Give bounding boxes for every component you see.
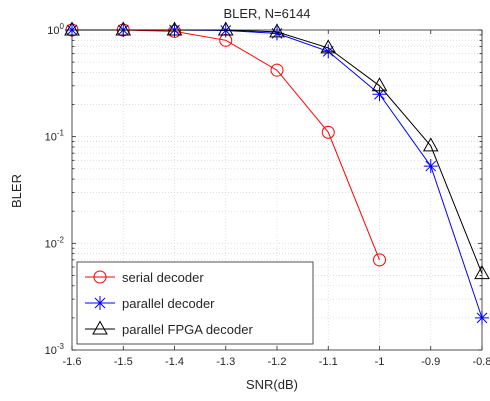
legend-entry: parallel decoder xyxy=(122,296,215,311)
data-point xyxy=(321,125,335,139)
x-tick-label: -1.1 xyxy=(319,356,338,368)
legend-entry: parallel FPGA decoder xyxy=(122,322,253,337)
data-point xyxy=(371,77,388,92)
y-axis-label: BLER xyxy=(9,174,24,208)
legend: serial decoder parallel decoder parallel F… xyxy=(76,261,314,345)
legend-entry: serial decoder xyxy=(122,270,204,285)
x-tick-label: -1.4 xyxy=(165,356,184,368)
data-point xyxy=(270,63,284,77)
legend-marker xyxy=(93,270,107,284)
x-tick-label: -0.9 xyxy=(421,356,440,368)
data-point xyxy=(423,159,438,174)
x-tick-label: -1.2 xyxy=(268,356,287,368)
data-point xyxy=(269,23,285,38)
plot-area: -1.6 -1.5 -1.4 -1.3 -1.2 -1.1 -1 -0.9 -0.8 100 10-… xyxy=(45,21,490,368)
y-tick-label: 10-2 xyxy=(45,235,65,250)
data-point xyxy=(373,253,386,267)
data-point xyxy=(270,26,284,41)
x-tick-label: -1.5 xyxy=(114,356,133,368)
data-point xyxy=(474,265,490,280)
data-point xyxy=(372,87,387,102)
chart-title: BLER, N=6144 xyxy=(223,6,310,21)
y-tick-label: 10-1 xyxy=(45,129,65,144)
x-tick-label: -1 xyxy=(375,356,385,368)
legend-marker xyxy=(93,296,107,310)
legend-box xyxy=(76,261,314,345)
legend-marker xyxy=(92,320,108,335)
y-tick-label: 10-3 xyxy=(45,342,65,357)
x-tick-label: -0.8 xyxy=(473,356,490,368)
data-point xyxy=(321,44,336,59)
series-2 xyxy=(64,21,490,280)
x-tick-label: -1.3 xyxy=(216,356,235,368)
x-tick-label: -1.6 xyxy=(63,356,82,368)
data-point xyxy=(64,21,80,36)
data-point xyxy=(166,21,183,36)
data-point xyxy=(115,21,132,36)
data-point xyxy=(217,21,234,36)
data-point xyxy=(320,39,337,54)
series-line xyxy=(72,29,483,274)
y-tick-label: 100 xyxy=(47,22,64,37)
x-axis-label: SNR(dB) xyxy=(246,377,298,392)
data-point xyxy=(475,310,489,325)
data-point xyxy=(422,137,439,152)
